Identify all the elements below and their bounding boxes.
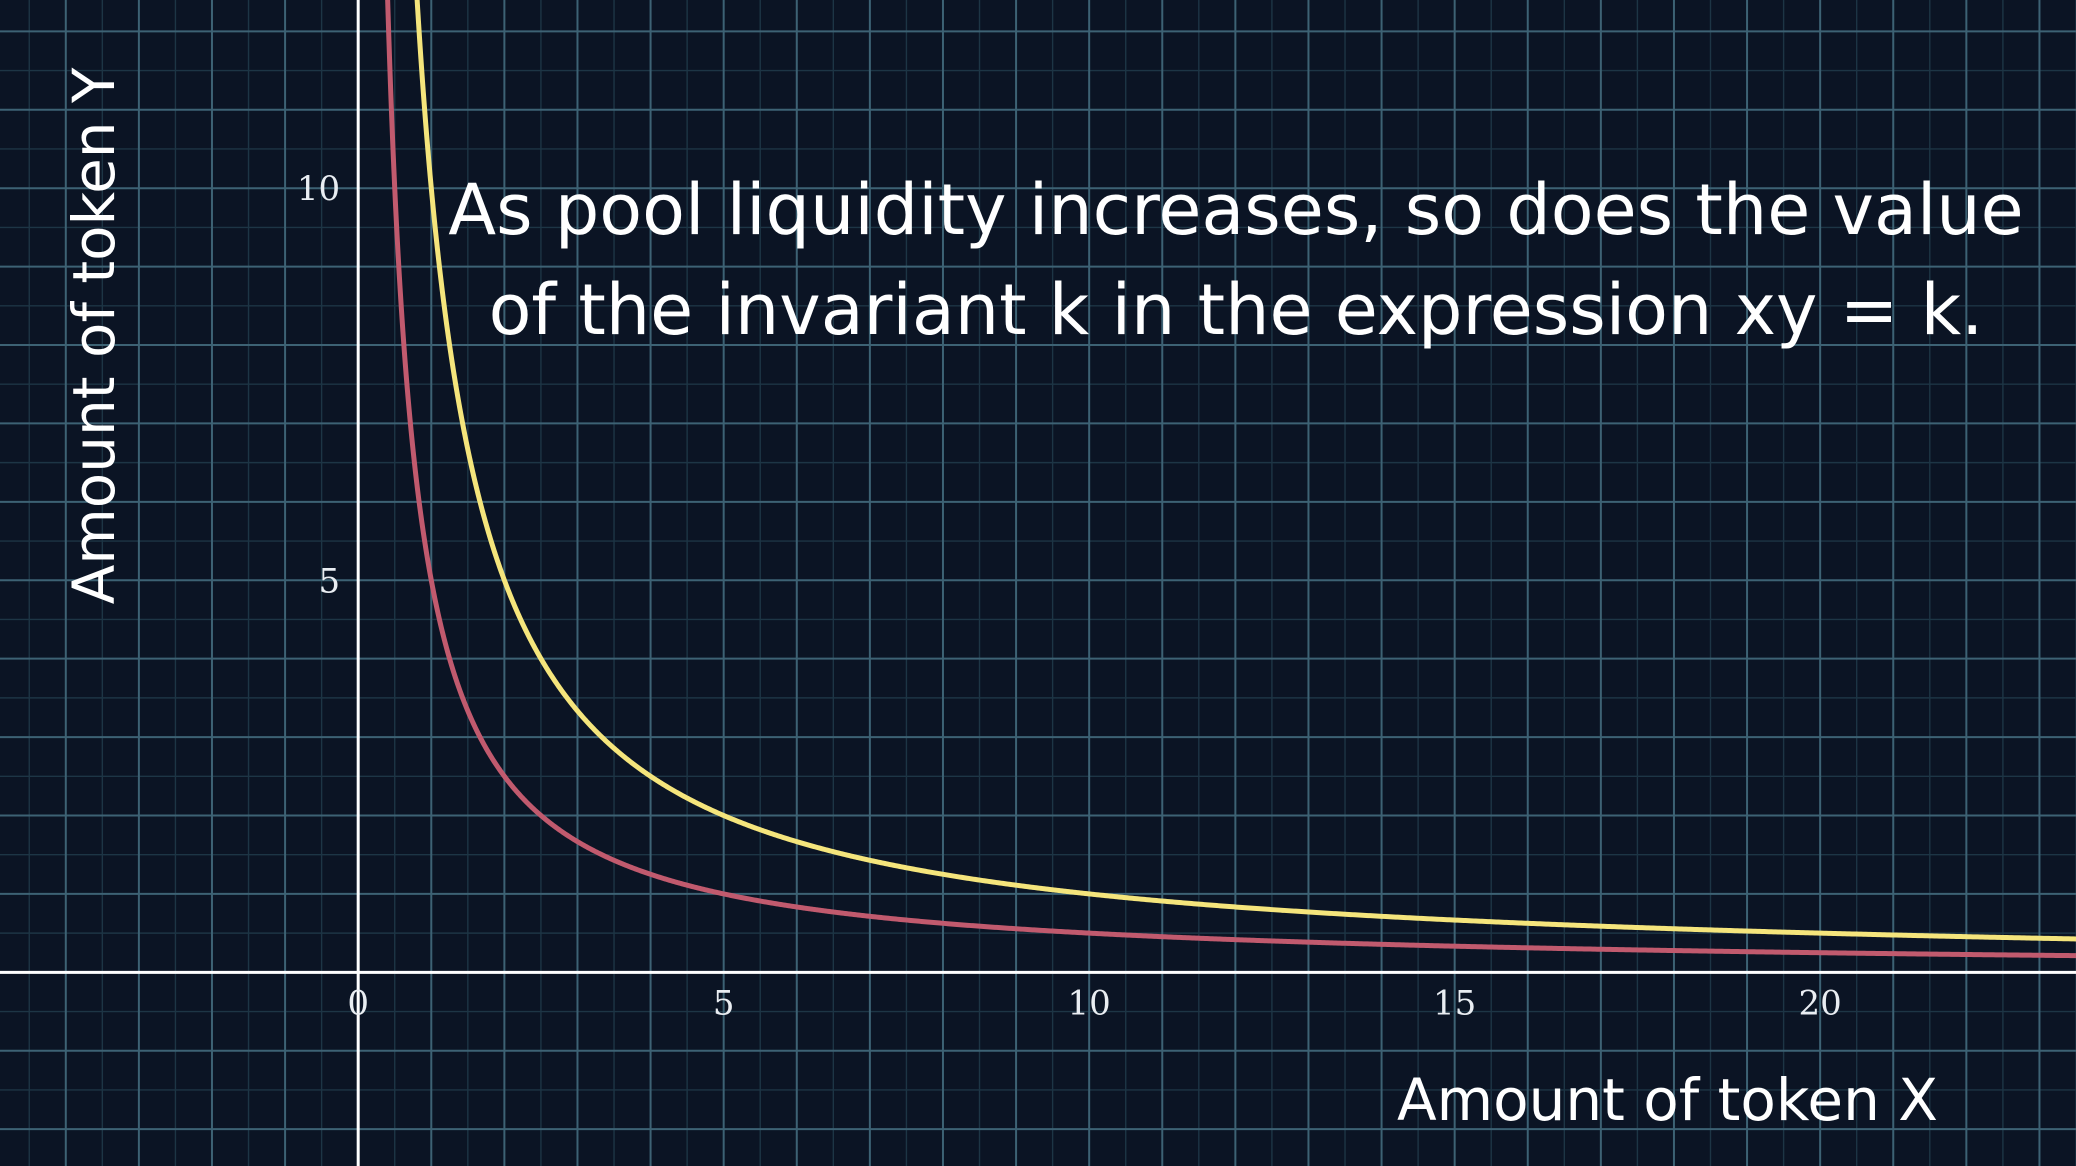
x-tick-label: 15: [1433, 983, 1476, 1023]
caption-line-2: of the invariant k in the expression xy …: [489, 269, 1984, 351]
curve-k-5: [385, 0, 2076, 959]
curve-k-10: [414, 0, 2076, 942]
x-tick-label: 5: [713, 983, 735, 1023]
y-tick-label: 5: [319, 561, 341, 601]
series-layer: [385, 0, 2076, 959]
x-axis-title: Amount of token X: [1397, 1066, 1938, 1134]
x-tick-label: 20: [1799, 983, 1842, 1023]
y-axis-title: Amount of token Y: [60, 67, 128, 604]
x-tick-label: 10: [1068, 983, 1111, 1023]
y-tick-label: 10: [297, 169, 340, 209]
tick-labels: 0 5 10 15 20 5 10: [297, 169, 1842, 1023]
caption-line-1: As pool liquidity increases, so does the…: [448, 169, 2023, 251]
x-tick-label: 0: [347, 983, 369, 1023]
